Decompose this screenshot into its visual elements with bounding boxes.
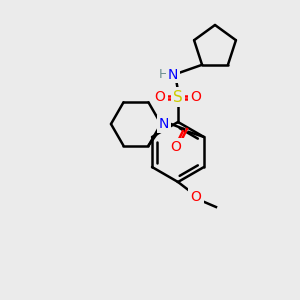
Text: O: O: [190, 90, 201, 104]
Text: S: S: [173, 89, 183, 104]
Text: N: N: [168, 68, 178, 82]
Text: O: O: [154, 90, 165, 104]
Text: O: O: [190, 190, 201, 204]
Text: N: N: [159, 117, 169, 131]
Text: O: O: [170, 140, 182, 154]
Text: H: H: [158, 68, 168, 82]
